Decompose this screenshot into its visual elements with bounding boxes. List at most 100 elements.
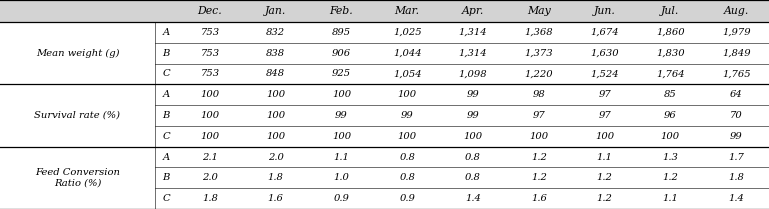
Text: 100: 100 — [332, 90, 351, 99]
Text: 100: 100 — [201, 90, 219, 99]
Text: C: C — [162, 132, 170, 141]
Text: 1.8: 1.8 — [268, 173, 284, 182]
Text: 1,524: 1,524 — [591, 69, 619, 78]
Text: 99: 99 — [467, 90, 479, 99]
Text: 848: 848 — [266, 69, 285, 78]
Text: 100: 100 — [266, 132, 285, 141]
Text: 1.2: 1.2 — [662, 173, 678, 182]
Text: 85: 85 — [664, 90, 677, 99]
Text: 0.9: 0.9 — [399, 194, 415, 203]
Text: 1,630: 1,630 — [591, 49, 619, 58]
Text: 1,044: 1,044 — [393, 49, 421, 58]
Text: 0.8: 0.8 — [399, 153, 415, 162]
Text: A: A — [162, 90, 170, 99]
Text: 753: 753 — [201, 28, 219, 37]
Text: C: C — [162, 194, 170, 203]
Text: 0.8: 0.8 — [465, 153, 481, 162]
Text: 100: 100 — [529, 132, 548, 141]
Text: 97: 97 — [532, 111, 545, 120]
Text: 70: 70 — [730, 111, 743, 120]
Text: 0.9: 0.9 — [334, 194, 349, 203]
Text: 99: 99 — [730, 132, 743, 141]
Text: 0.8: 0.8 — [465, 173, 481, 182]
Text: 1.2: 1.2 — [597, 194, 612, 203]
Text: 2.0: 2.0 — [202, 173, 218, 182]
Text: B: B — [162, 111, 170, 120]
Text: 1,674: 1,674 — [591, 28, 619, 37]
Text: 1.4: 1.4 — [728, 194, 744, 203]
Text: May: May — [527, 6, 551, 16]
Text: Jun.: Jun. — [594, 6, 615, 16]
Text: Survival rate (%): Survival rate (%) — [35, 111, 121, 120]
Text: 753: 753 — [201, 69, 219, 78]
Text: B: B — [162, 49, 170, 58]
Text: 100: 100 — [398, 132, 417, 141]
Text: Dec.: Dec. — [198, 6, 222, 16]
Text: Aug.: Aug. — [724, 6, 749, 16]
Text: 895: 895 — [332, 28, 351, 37]
Text: 1.7: 1.7 — [728, 153, 744, 162]
Text: Jan.: Jan. — [265, 6, 286, 16]
Text: 1.1: 1.1 — [334, 153, 349, 162]
Text: 1,368: 1,368 — [524, 28, 553, 37]
Text: 1,220: 1,220 — [524, 69, 553, 78]
Text: 1,373: 1,373 — [524, 49, 553, 58]
Text: 1.2: 1.2 — [597, 173, 612, 182]
Text: 100: 100 — [398, 90, 417, 99]
Text: 1,830: 1,830 — [656, 49, 684, 58]
Text: 1.6: 1.6 — [268, 194, 284, 203]
Text: 1,979: 1,979 — [722, 28, 751, 37]
Text: 1,025: 1,025 — [393, 28, 421, 37]
Text: 925: 925 — [332, 69, 351, 78]
Text: 96: 96 — [664, 111, 677, 120]
Text: 1.8: 1.8 — [728, 173, 744, 182]
Text: Apr.: Apr. — [462, 6, 484, 16]
Text: 1,860: 1,860 — [656, 28, 684, 37]
Bar — [0, 0, 769, 22]
Text: 1,849: 1,849 — [722, 49, 751, 58]
Text: Mar.: Mar. — [394, 6, 420, 16]
Text: 1,314: 1,314 — [458, 49, 488, 58]
Text: 100: 100 — [201, 111, 219, 120]
Text: Feb.: Feb. — [330, 6, 353, 16]
Text: 100: 100 — [595, 132, 614, 141]
Text: 99: 99 — [401, 111, 414, 120]
Text: C: C — [162, 69, 170, 78]
Text: Mean weight (g): Mean weight (g) — [35, 49, 119, 58]
Text: 100: 100 — [201, 132, 219, 141]
Text: 1.2: 1.2 — [531, 173, 547, 182]
Text: Feed Conversion
Ratio (%): Feed Conversion Ratio (%) — [35, 168, 120, 187]
Text: B: B — [162, 173, 170, 182]
Text: 838: 838 — [266, 49, 285, 58]
Text: 97: 97 — [598, 90, 611, 99]
Text: 1.0: 1.0 — [334, 173, 349, 182]
Text: 99: 99 — [467, 111, 479, 120]
Text: 1.4: 1.4 — [465, 194, 481, 203]
Text: 753: 753 — [201, 49, 219, 58]
Text: 97: 97 — [598, 111, 611, 120]
Text: 98: 98 — [532, 90, 545, 99]
Text: 64: 64 — [730, 90, 743, 99]
Text: 906: 906 — [332, 49, 351, 58]
Text: 100: 100 — [464, 132, 483, 141]
Text: 99: 99 — [335, 111, 348, 120]
Text: A: A — [162, 153, 170, 162]
Text: 1,314: 1,314 — [458, 28, 488, 37]
Text: 1,054: 1,054 — [393, 69, 421, 78]
Text: 1.6: 1.6 — [531, 194, 547, 203]
Text: 0.8: 0.8 — [399, 173, 415, 182]
Text: 832: 832 — [266, 28, 285, 37]
Text: 1,764: 1,764 — [656, 69, 684, 78]
Text: A: A — [162, 28, 170, 37]
Text: 2.1: 2.1 — [202, 153, 218, 162]
Text: 1,765: 1,765 — [722, 69, 751, 78]
Text: 100: 100 — [266, 90, 285, 99]
Text: 1.2: 1.2 — [531, 153, 547, 162]
Text: 100: 100 — [332, 132, 351, 141]
Text: 1.3: 1.3 — [662, 153, 678, 162]
Text: 1.1: 1.1 — [597, 153, 612, 162]
Text: 1.8: 1.8 — [202, 194, 218, 203]
Text: 2.0: 2.0 — [268, 153, 284, 162]
Text: 100: 100 — [266, 111, 285, 120]
Text: 100: 100 — [661, 132, 680, 141]
